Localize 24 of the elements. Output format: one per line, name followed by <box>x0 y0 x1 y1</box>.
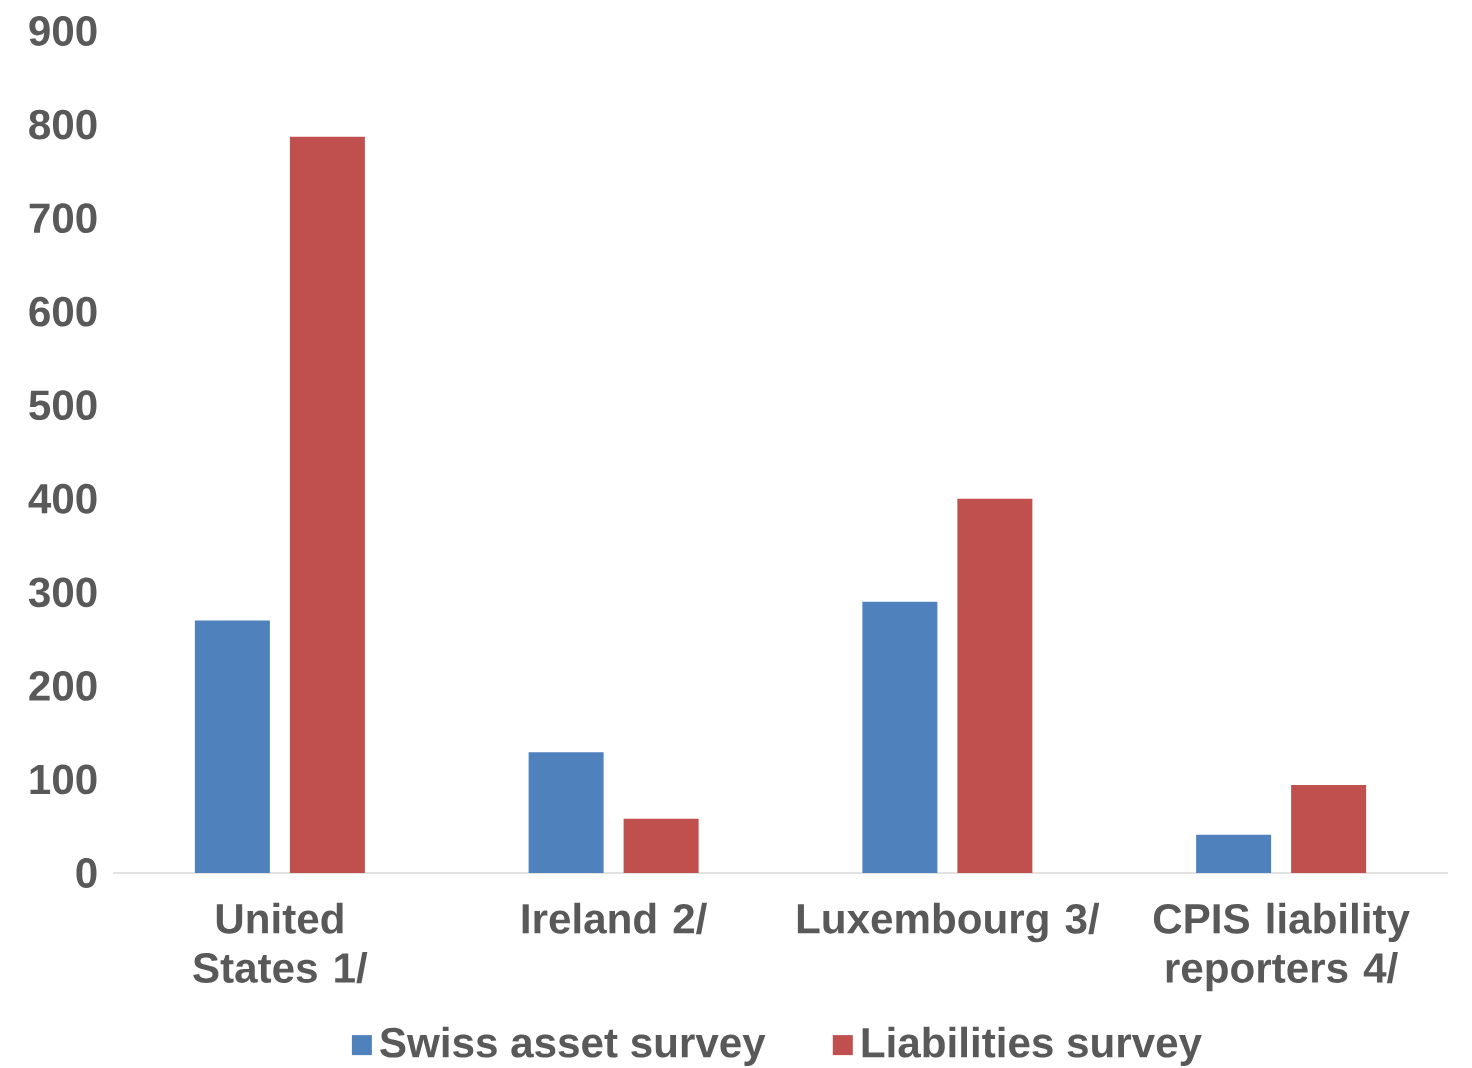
bar <box>289 136 365 873</box>
bar <box>623 818 699 873</box>
x-tick-label: Luxembourg 3/ <box>797 902 1100 943</box>
y-tick-label: 600 <box>29 296 97 327</box>
x-tick-label: CPIS liability reporters 4/ <box>1153 902 1410 992</box>
bar <box>1291 785 1367 873</box>
x-tick-label: United States 1/ <box>193 902 368 984</box>
y-tick-label: 0 <box>76 858 97 888</box>
y-tick-label: 400 <box>28 483 97 514</box>
y-tick-label: 900 <box>29 16 97 46</box>
x-tick-label: Ireland 2/ <box>522 902 707 935</box>
y-tick-label: 300 <box>28 577 97 608</box>
y-tick-label: 200 <box>29 670 97 701</box>
legend-label: Liabilities survey <box>862 1026 1202 1066</box>
y-tick-label: 500 <box>29 390 97 421</box>
y-tick-label: 100 <box>30 764 97 795</box>
bar <box>528 752 604 873</box>
y-tick-label: 800 <box>29 109 97 140</box>
bar <box>1196 834 1272 873</box>
bar <box>957 498 1033 873</box>
y-tick-label: 700 <box>29 203 97 234</box>
bar <box>862 601 938 873</box>
bar <box>194 620 270 873</box>
legend-label: Swiss asset survey <box>380 1026 766 1066</box>
